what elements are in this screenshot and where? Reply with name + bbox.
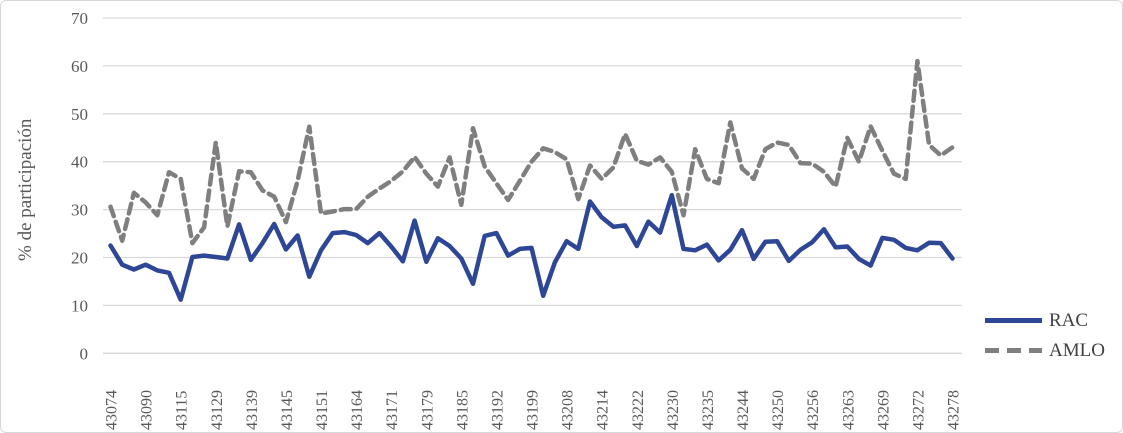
legend-item-amlo: AMLO: [985, 335, 1105, 365]
y-axis-tick-label: 70: [71, 9, 88, 28]
y-axis-tick-label: 20: [71, 249, 88, 268]
x-axis-tick-label: 43263: [840, 390, 857, 430]
x-axis-tick-label: 43244: [735, 390, 752, 430]
x-axis-tick-label: 43185: [454, 390, 471, 430]
x-axis-tick-label: 43129: [209, 390, 226, 430]
x-axis-tick-label: 43090: [139, 390, 156, 430]
x-axis-tick-label: 43230: [665, 390, 682, 430]
x-axis-tick-label: 43235: [700, 390, 717, 430]
x-axis-tick-label: 43256: [805, 390, 822, 430]
y-axis-tick-label: 10: [71, 296, 88, 315]
x-axis-tick-label: 43278: [946, 390, 963, 430]
amlo-line: [108, 58, 955, 246]
x-axis-tick-label: 43139: [244, 390, 261, 430]
x-axis-tick-label: 43115: [174, 391, 191, 430]
x-axis-tick-label: 43192: [489, 390, 506, 430]
x-axis-tick-label: 43222: [630, 390, 647, 430]
y-axis-tick-label: 30: [71, 201, 88, 220]
legend-item-rac: RAC: [985, 305, 1105, 335]
legend-rac-label: RAC: [1049, 309, 1089, 331]
y-axis-tick-label: 40: [71, 153, 88, 172]
legend-amlo-label: AMLO: [1049, 339, 1105, 361]
rac-solid-line-swatch-icon: [985, 317, 1042, 323]
x-axis-tick-label: 43171: [384, 390, 401, 430]
x-axis-tick-label: 43074: [104, 390, 121, 430]
legend: RAC AMLO: [985, 305, 1105, 365]
x-axis-tick-label: 43151: [314, 390, 331, 430]
x-axis-tick-label: 43269: [875, 390, 892, 430]
x-axis-tick-label: 43199: [525, 390, 542, 430]
x-axis-tick-label: 43272: [910, 390, 927, 430]
y-axis-tick-label: 0: [80, 344, 89, 363]
y-axis-tick-label: 50: [71, 105, 88, 124]
x-axis-tick-label: 43250: [770, 390, 787, 430]
x-axis-tick-label: 43179: [419, 390, 436, 430]
x-axis-tick-label: 43208: [560, 390, 577, 430]
y-axis-title: % de participación: [15, 118, 36, 261]
y-axis-tick-label: 60: [71, 57, 88, 76]
x-axis-tick-label: 43145: [279, 390, 296, 430]
rac-line: [108, 192, 955, 302]
x-axis-tick-label: 43164: [349, 390, 366, 430]
amlo-dashed-line-swatch-icon: [985, 347, 1042, 353]
x-axis-tick-label: 43214: [595, 390, 612, 430]
